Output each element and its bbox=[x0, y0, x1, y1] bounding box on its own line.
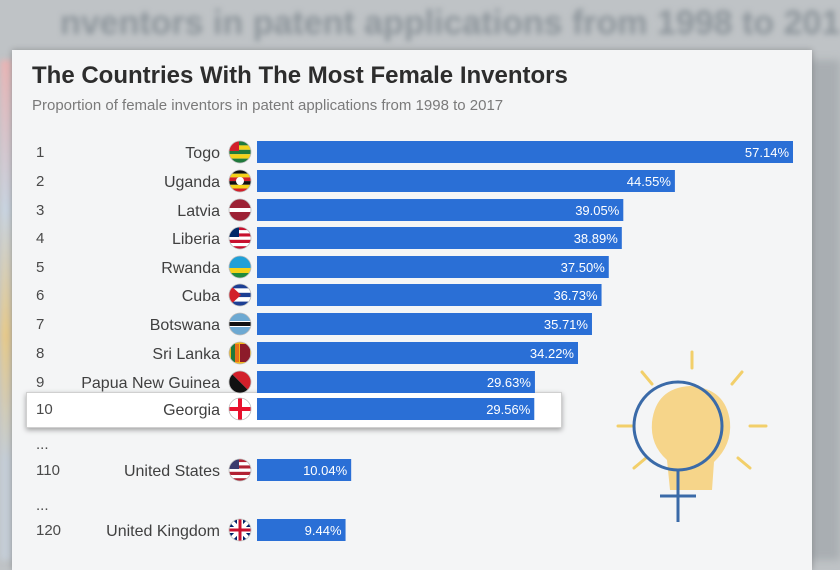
bar-latvia bbox=[257, 199, 624, 221]
bar-cuba bbox=[257, 284, 602, 306]
chart-title: The Countries With The Most Female Inven… bbox=[32, 62, 568, 89]
country-label: Togo bbox=[185, 145, 220, 162]
uganda-flag-icon bbox=[228, 169, 252, 193]
value-label: 57.14% bbox=[745, 145, 790, 160]
background-strip-left bbox=[0, 60, 12, 560]
country-label: Papua New Guinea bbox=[81, 375, 220, 392]
value-label: 29.63% bbox=[487, 375, 532, 390]
latvia-flag-icon bbox=[228, 198, 252, 222]
bar-united-states bbox=[257, 459, 352, 481]
value-label: 37.50% bbox=[561, 260, 606, 275]
country-label: Botswana bbox=[150, 317, 220, 334]
female-lightbulb-icon bbox=[616, 350, 768, 522]
chart-subtitle: Proportion of female inventors in patent… bbox=[32, 97, 504, 114]
rank-label: 8 bbox=[36, 345, 44, 362]
country-label: United States bbox=[124, 463, 220, 480]
value-label: 9.44% bbox=[305, 523, 342, 538]
united-kingdom-flag-icon bbox=[228, 518, 252, 542]
value-label: 29.56% bbox=[486, 402, 531, 417]
bar-liberia bbox=[257, 227, 622, 249]
value-label: 36.73% bbox=[553, 288, 598, 303]
background-title: nventors in patent applications from 199… bbox=[60, 4, 840, 42]
rank-label: ... bbox=[36, 497, 49, 514]
rank-label: ... bbox=[36, 436, 49, 453]
united-states-flag-icon bbox=[228, 458, 252, 482]
rank-label: 7 bbox=[36, 316, 44, 333]
bar-sri-lanka bbox=[257, 342, 578, 364]
country-label: Rwanda bbox=[161, 260, 220, 277]
sri-lanka-flag-icon bbox=[228, 341, 252, 365]
georgia-flag-icon bbox=[228, 397, 252, 421]
country-label: Latvia bbox=[177, 203, 220, 220]
liberia-flag-icon bbox=[228, 226, 252, 250]
rank-label: 6 bbox=[36, 287, 44, 304]
country-label: Cuba bbox=[182, 288, 220, 305]
country-label: Liberia bbox=[172, 231, 220, 248]
bar-georgia bbox=[257, 398, 535, 420]
country-label: United Kingdom bbox=[106, 523, 220, 540]
value-label: 34.22% bbox=[530, 346, 575, 361]
rank-label: 110 bbox=[36, 462, 60, 479]
bar-uganda bbox=[257, 170, 675, 192]
country-label: Sri Lanka bbox=[152, 346, 220, 363]
rwanda-flag-icon bbox=[228, 255, 252, 279]
rank-label: 4 bbox=[36, 230, 44, 247]
value-label: 10.04% bbox=[303, 463, 348, 478]
bar-togo bbox=[257, 141, 793, 163]
rank-label: 9 bbox=[36, 374, 44, 391]
country-label: Uganda bbox=[164, 174, 220, 191]
value-label: 35.71% bbox=[544, 317, 589, 332]
rank-label: 120 bbox=[36, 522, 61, 539]
value-label: 38.89% bbox=[574, 231, 619, 246]
cuba-flag-icon bbox=[228, 283, 252, 307]
papua-new-guinea-flag-icon bbox=[228, 370, 252, 394]
background-strip-right bbox=[808, 60, 840, 560]
rank-label: 10 bbox=[36, 401, 53, 418]
rank-label: 2 bbox=[36, 173, 44, 190]
bar-botswana bbox=[257, 313, 592, 335]
bar-rwanda bbox=[257, 256, 609, 278]
rank-label: 1 bbox=[36, 144, 44, 161]
rank-label: 5 bbox=[36, 259, 44, 276]
rank-label: 3 bbox=[36, 202, 44, 219]
value-label: 39.05% bbox=[575, 203, 620, 218]
bar-papua-new-guinea bbox=[257, 371, 535, 393]
togo-flag-icon bbox=[228, 140, 252, 164]
bar-united-kingdom bbox=[257, 519, 346, 541]
value-label: 44.55% bbox=[627, 174, 672, 189]
country-label: Georgia bbox=[163, 402, 220, 419]
botswana-flag-icon bbox=[228, 312, 252, 336]
